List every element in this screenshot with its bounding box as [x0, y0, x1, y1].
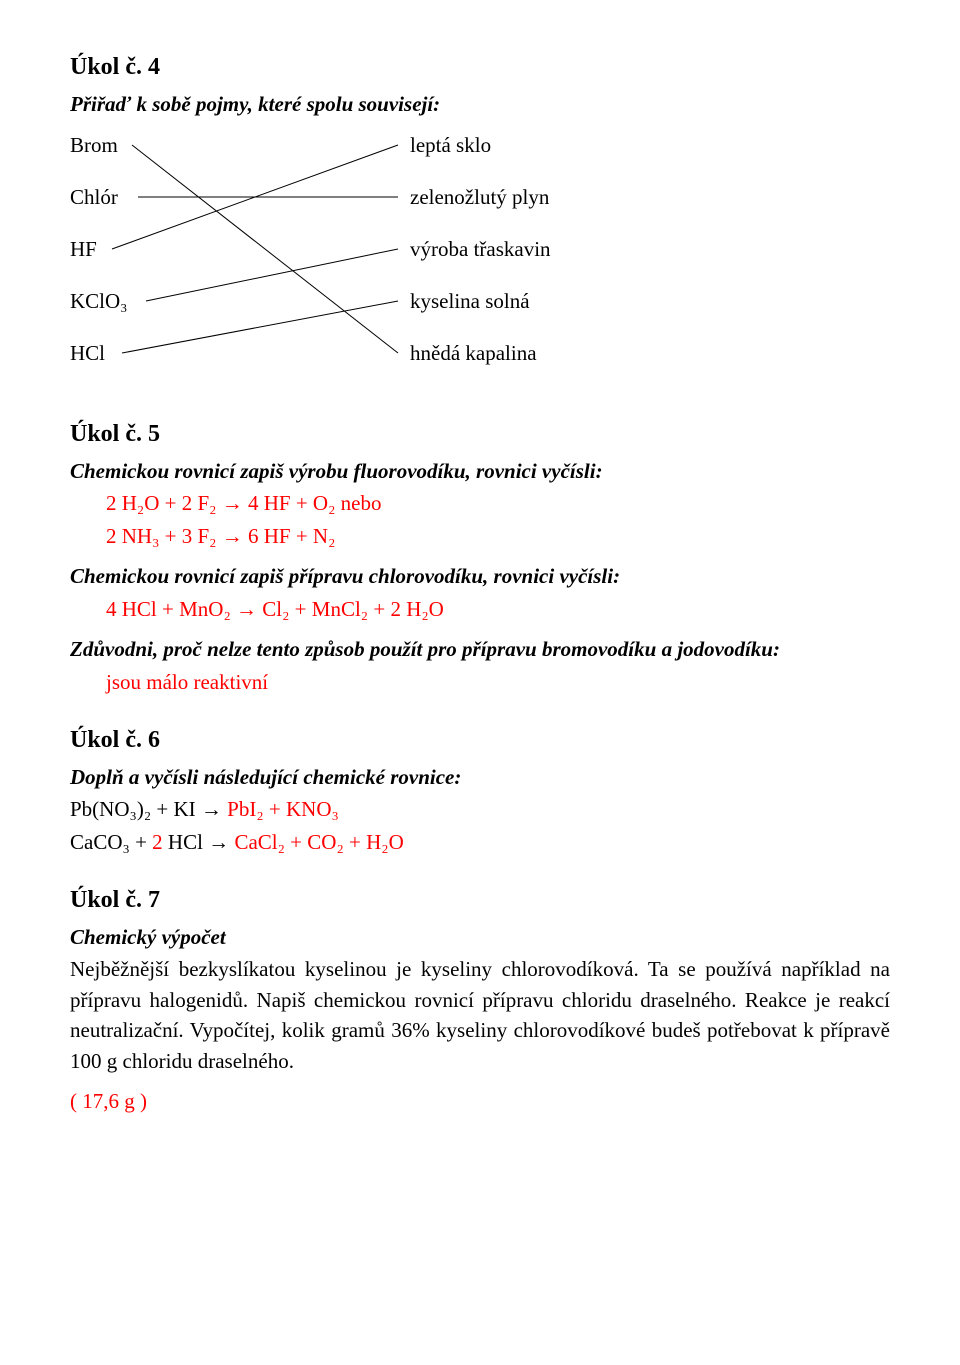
right-item-kyselina-solna: kyselina solná — [410, 287, 670, 339]
task6-prompt: Doplň a vyčísli následující chemické rov… — [70, 762, 890, 792]
task5-eq1b: 2 NH₃ + 3 F₂ → 6 HF + N₂ — [70, 521, 890, 551]
left-item-kclo3: KClO₃ — [70, 287, 190, 339]
right-item-hneda-kapalina: hnědá kapalina — [410, 339, 670, 391]
task5-heading: Úkol č. 5 — [70, 417, 890, 452]
task6-eq2-lhs-a: CaCO₃ + — [70, 830, 152, 854]
task6-eq1-rhs: PbI₂ + KNO₃ — [227, 797, 339, 821]
task6-eq1: Pb(NO₃)₂ + KI → PbI₂ + KNO₃ — [70, 794, 890, 824]
left-item-chlor: Chlór — [70, 183, 190, 235]
task5-prompt3: Zdůvodni, proč nelze tento způsob použít… — [70, 634, 890, 664]
task7-heading: Úkol č. 7 — [70, 883, 890, 918]
task5-ans3: jsou málo reaktivní — [70, 667, 890, 697]
task6-eq2-lhs-b: 2 — [152, 830, 163, 854]
task6-eq1-lhs: Pb(NO₃)₂ + KI → — [70, 797, 227, 821]
task7-body: Nejběžnější bezkyslíkatou kyselinou je k… — [70, 954, 890, 1076]
left-item-hf: HF — [70, 235, 190, 287]
task5-eq1a: 2 H₂O + 2 F₂ → 4 HF + O₂ nebo — [70, 488, 890, 518]
task6-eq2: CaCO₃ + 2 HCl → CaCl₂ + CO₂ + H₂O — [70, 827, 890, 857]
task7-subheading: Chemický výpočet — [70, 922, 890, 952]
right-item-zelenozluty-plyn: zelenožlutý plyn — [410, 183, 670, 235]
left-item-brom: Brom — [70, 131, 190, 183]
task4-prompt: Přiřaď k sobě pojmy, které spolu souvise… — [70, 89, 890, 119]
task4-matching-area: Brom Chlór HF KClO₃ HCl leptá sklo zelen… — [70, 131, 890, 391]
task4-right-column: leptá sklo zelenožlutý plyn výroba třask… — [410, 131, 670, 391]
right-item-vyroba-traskavin: výroba třaskavin — [410, 235, 670, 287]
task6-eq2-rhs: CaCl₂ + CO₂ + H₂O — [234, 830, 403, 854]
right-item-lepta-sklo: leptá sklo — [410, 131, 670, 183]
left-item-hcl: HCl — [70, 339, 190, 391]
task6-eq2-lhs-c: HCl → — [163, 830, 235, 854]
task7-answer: ( 17,6 g ) — [70, 1086, 890, 1116]
task4-left-column: Brom Chlór HF KClO₃ HCl — [70, 131, 190, 391]
task6-heading: Úkol č. 6 — [70, 723, 890, 758]
task5-prompt2: Chemickou rovnicí zapiš přípravu chlorov… — [70, 561, 890, 591]
task4-heading: Úkol č. 4 — [70, 50, 890, 85]
task5-prompt1: Chemickou rovnicí zapiš výrobu fluorovod… — [70, 456, 890, 486]
task5-eq2: 4 HCl + MnO₂ → Cl₂ + MnCl₂ + 2 H₂O — [70, 594, 890, 624]
